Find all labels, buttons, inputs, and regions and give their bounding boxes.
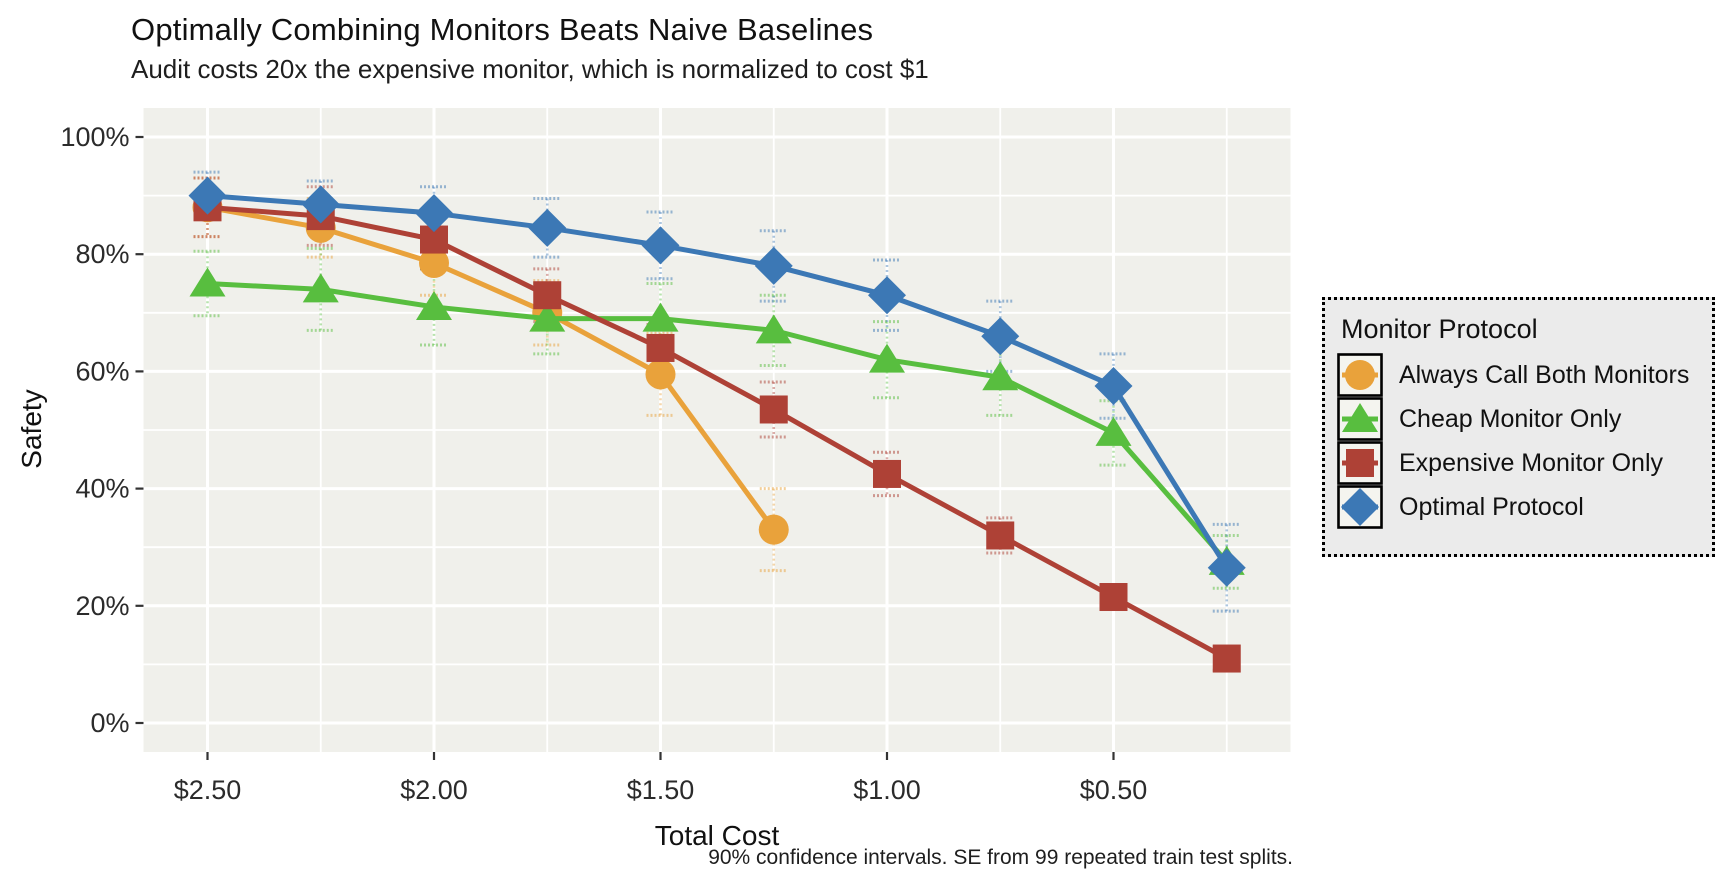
x-tick-label: $2.00: [400, 775, 468, 805]
legend-label: Optimal Protocol: [1399, 492, 1584, 521]
legend-item-expensive-monitor-only: Expensive Monitor Only: [1337, 441, 1712, 485]
x-tick-label: $1.00: [853, 775, 921, 805]
y-tick-label: 80%: [75, 239, 129, 269]
x-tick-label: $2.50: [174, 775, 242, 805]
chart-caption: 90% confidence intervals. SE from 99 rep…: [708, 846, 1293, 869]
legend-key-triangle-icon: [1337, 397, 1383, 441]
y-tick-labels: 0% 20% 40% 60% 80% 100%: [60, 122, 129, 738]
legend-item-cheap-monitor-only: Cheap Monitor Only: [1337, 397, 1712, 441]
legend-label: Always Call Both Monitors: [1399, 360, 1690, 389]
y-tick-label: 100%: [60, 122, 129, 152]
legend-item-always-call-both-monitors: Always Call Both Monitors: [1337, 353, 1712, 397]
legend-key-circle-icon: [1337, 353, 1383, 397]
legend-title: Monitor Protocol: [1341, 314, 1538, 344]
chart-subtitle: Audit costs 20x the expensive monitor, w…: [131, 54, 929, 84]
legend-key-diamond-icon: [1337, 485, 1383, 529]
series-cheap-monitor-only: [189, 267, 1245, 575]
chart-title: Optimally Combining Monitors Beats Naive…: [131, 12, 874, 47]
x-tick-label: $0.50: [1080, 775, 1148, 805]
y-tick-label: 0%: [90, 708, 129, 738]
series-expensive-monitor-only: [193, 193, 1241, 673]
axis-ticks: [135, 135, 1115, 760]
legend-item-optimal-protocol: Optimal Protocol: [1337, 485, 1712, 529]
y-tick-label: 60%: [75, 356, 129, 386]
y-tick-label: 20%: [75, 591, 129, 621]
legend: Monitor Protocol Always Call Both Monito…: [1322, 297, 1715, 557]
y-tick-label: 40%: [75, 474, 129, 504]
legend-label: Cheap Monitor Only: [1399, 404, 1622, 433]
legend-label: Expensive Monitor Only: [1399, 448, 1664, 477]
x-tick-label: $1.50: [627, 775, 695, 805]
legend-key-square-icon: [1337, 441, 1383, 485]
y-axis-title: Safety: [16, 389, 47, 469]
x-axis-title: Total Cost: [654, 820, 780, 851]
x-tick-labels: $2.50 $2.00 $1.50 $1.00 $0.50: [174, 775, 1148, 805]
series-optimal-protocol: [188, 176, 1246, 587]
